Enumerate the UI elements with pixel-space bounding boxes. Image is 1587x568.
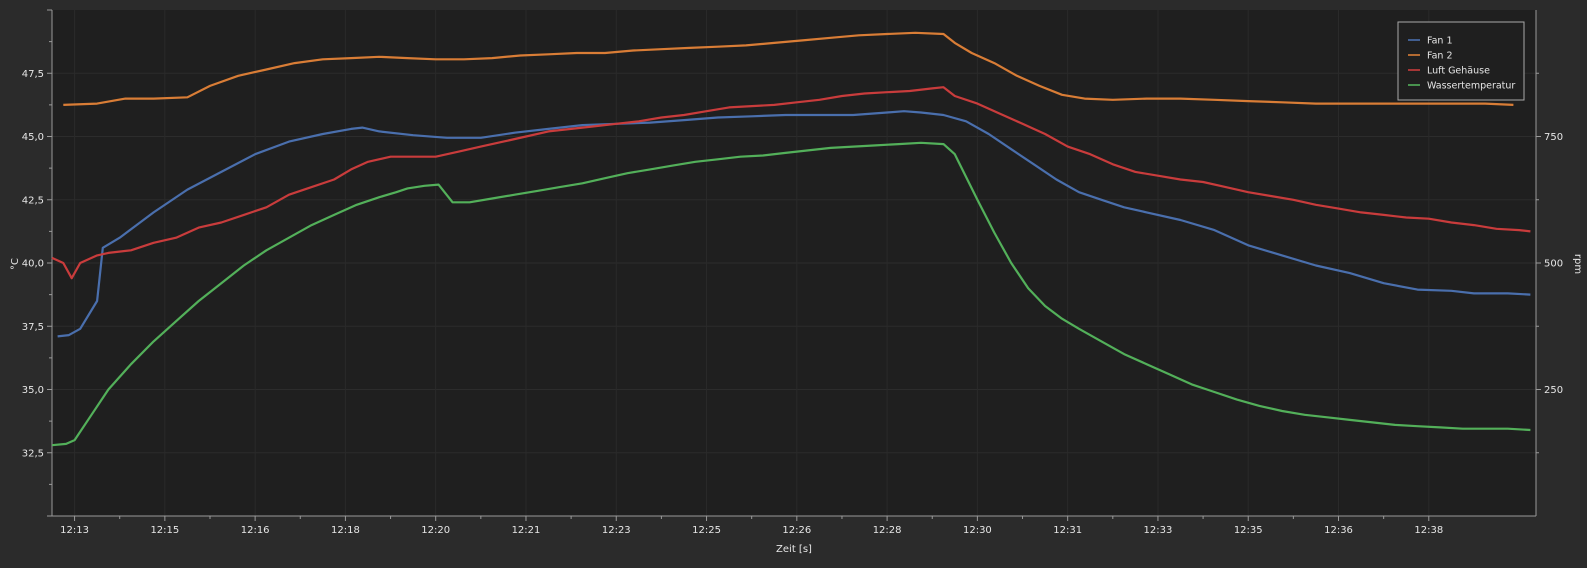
- legend-label: Luft Gehäuse: [1427, 66, 1490, 77]
- series-line-fan-1: [57, 110, 1531, 338]
- legend: Fan 1 Fan 2 Luft Gehäuse Wassertemperatur: [1397, 21, 1525, 101]
- x-tick-label: 12:30: [963, 525, 992, 536]
- y-axis-left-label: °C: [10, 258, 21, 270]
- y-left-tick-label: 42,5: [22, 195, 44, 206]
- y-left-tick-label: 32,5: [22, 448, 44, 459]
- x-tick-label: 12:20: [421, 525, 450, 536]
- y-left-tick-label: 40,0: [22, 259, 44, 270]
- y-right-tick-label: 250: [1544, 385, 1563, 396]
- y-right-tick-label: 500: [1544, 259, 1563, 270]
- y-left-tick-label: 47,5: [22, 69, 44, 80]
- x-tick-label: 12:18: [331, 525, 360, 536]
- x-tick-label: 12:21: [512, 525, 541, 536]
- y-left-tick-label: 37,5: [22, 322, 44, 333]
- series-line-luft-geh-use: [51, 86, 1531, 280]
- series-line-fan-2: [63, 31, 1514, 106]
- series-line-wassertemperatur: [51, 141, 1531, 447]
- y-left-tick-label: 45,0: [22, 132, 44, 143]
- x-tick-label: 12:16: [241, 525, 270, 536]
- x-tick-label: 12:38: [1414, 525, 1443, 536]
- x-tick-label: 12:15: [150, 525, 179, 536]
- x-tick-label: 12:33: [1144, 525, 1173, 536]
- y-axis-right-label: rpm: [1572, 254, 1583, 274]
- x-tick-label: 12:26: [782, 525, 811, 536]
- x-tick-label: 12:28: [873, 525, 902, 536]
- x-tick-label: 12:35: [1234, 525, 1263, 536]
- legend-label: Fan 1: [1427, 36, 1453, 47]
- x-tick-label: 12:25: [692, 525, 721, 536]
- legend-label: Fan 2: [1427, 51, 1453, 62]
- x-tick-label: 12:23: [602, 525, 631, 536]
- y-left-tick-label: 35,0: [22, 385, 44, 396]
- x-tick-label: 12:36: [1324, 525, 1353, 536]
- legend-box: [1397, 21, 1525, 101]
- x-axis-label: Zeit [s]: [776, 544, 812, 555]
- x-tick-label: 12:13: [60, 525, 89, 536]
- legend-label: Wassertemperatur: [1427, 81, 1515, 92]
- x-tick-label: 12:31: [1053, 525, 1082, 536]
- y-right-tick-label: 750: [1544, 132, 1563, 143]
